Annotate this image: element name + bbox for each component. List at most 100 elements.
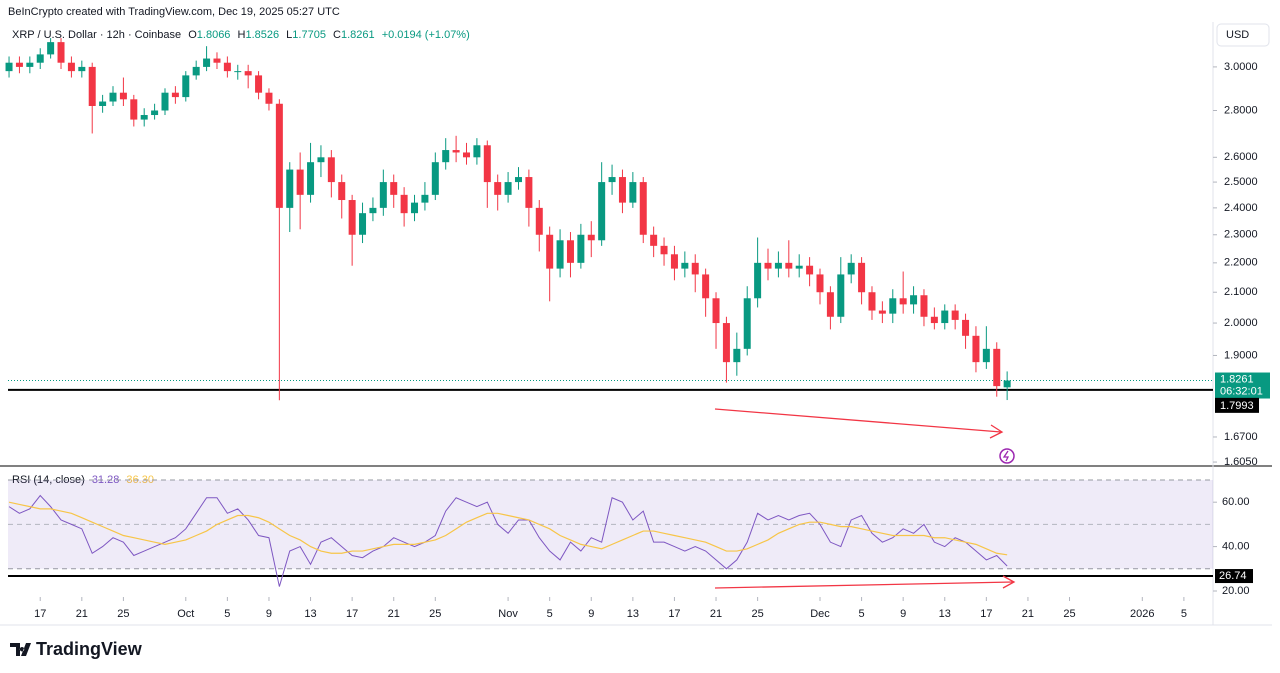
x-tick-label: 13 [939,608,951,620]
candle-body [566,240,574,263]
candle-body [244,71,252,76]
candle-body [359,213,367,235]
candle-body [26,62,34,67]
candle-body [1003,380,1011,388]
candle-body [535,207,543,235]
candle-body [421,194,429,203]
annotation-arrow [714,408,1002,433]
candle-body [837,274,845,317]
x-tick-label: Nov [498,608,518,620]
x-tick-label: 2026 [1130,608,1154,620]
y-tick-label: 1.6050 [1224,456,1258,468]
candle-body [598,182,606,241]
x-tick-label: 5 [224,608,230,620]
candle-body [577,234,585,263]
y-tick-label: 20.00 [1222,585,1250,597]
candle-body [930,316,938,324]
candle-body [608,177,616,183]
candle-body [15,62,23,67]
candle-body [473,145,481,158]
support-label: 1.7993 [1220,400,1254,412]
currency: USD [1226,29,1249,41]
candle-body [556,240,564,269]
arrow-head [989,424,1004,439]
candle-body [286,169,294,208]
l-value: 1.7705 [292,29,326,41]
candle-body [774,262,782,269]
attribution: BeInCrypto created with TradingView.com,… [8,6,340,18]
logo-mark [10,643,31,656]
candle-body [400,194,408,214]
symbol: XRP / U.S. Dollar · 12h · Coinbase [12,29,181,41]
x-tick-label: Oct [177,608,194,620]
candle-body [119,92,127,100]
alert-bolt [1002,450,1010,462]
candle-body [431,162,439,195]
candle-body [151,110,159,116]
rsi-line [8,501,1008,556]
candle-body [67,62,75,72]
y-tick-label: 2.8000 [1224,104,1258,116]
candle-body [702,274,710,299]
candle-body [369,207,377,214]
candle-body [681,262,689,269]
candle-body [816,274,824,293]
y-tick-label: 3.0000 [1224,61,1258,73]
candle-body [806,265,814,275]
candle-body [546,234,554,269]
x-tick-label: 25 [751,608,763,620]
x-tick-label: 17 [346,608,358,620]
currency-button[interactable] [1216,23,1270,47]
candle-body [234,71,242,73]
candle-body [379,182,387,208]
last-price-tag [1215,372,1270,399]
candle-body [265,92,273,104]
x-tick-label: 25 [1063,608,1075,620]
candle-body [390,182,398,195]
candle-body [47,42,55,55]
candle-body [962,319,970,336]
candle-body [847,262,855,275]
candle-body [296,169,304,195]
x-tick-label: 21 [710,608,722,620]
candle-body [36,54,44,63]
y-tick-label: 2.4000 [1224,202,1258,214]
h-value: 1.8526 [245,29,279,41]
candle-body [910,295,918,305]
x-tick-label: 25 [429,608,441,620]
last-price-label: 1.8261 [1220,373,1254,385]
x-tick-label: 17 [34,608,46,620]
y-tick-label: 2.2000 [1224,257,1258,269]
candle-body [452,150,460,153]
l-label: L [286,29,292,41]
candle-body [899,298,907,305]
y-tick-label: 2.0000 [1224,317,1258,329]
o-value: 1.8066 [197,29,231,41]
y-tick-label: 2.5000 [1224,176,1258,188]
candle-body [785,262,793,269]
candle-body [650,234,658,246]
candle-body [639,182,647,235]
candle-body [670,254,678,269]
candle-body [629,182,637,203]
candle-body [411,202,419,214]
candle-body [338,182,346,201]
candle-body [525,177,533,208]
x-tick-label: 17 [980,608,992,620]
candle-body [972,335,980,363]
candle-body [618,177,626,203]
candle-body [109,92,117,102]
candle-body [192,66,200,76]
candle-body [504,182,512,195]
candle-body [660,245,668,255]
y-tick-label: 2.3000 [1224,229,1258,241]
candle-body [743,298,751,349]
candle-body [307,162,315,195]
h-label: H [238,29,246,41]
candle-body [722,323,730,363]
arrow-head [1002,575,1016,589]
candle-body [764,262,772,269]
candle-body [754,262,762,299]
x-tick-label: 17 [668,608,680,620]
chart-area: 3.0000 2.8000 2.6000 2.5000 2.4000 2.3000 2.20… [0,22,1272,626]
